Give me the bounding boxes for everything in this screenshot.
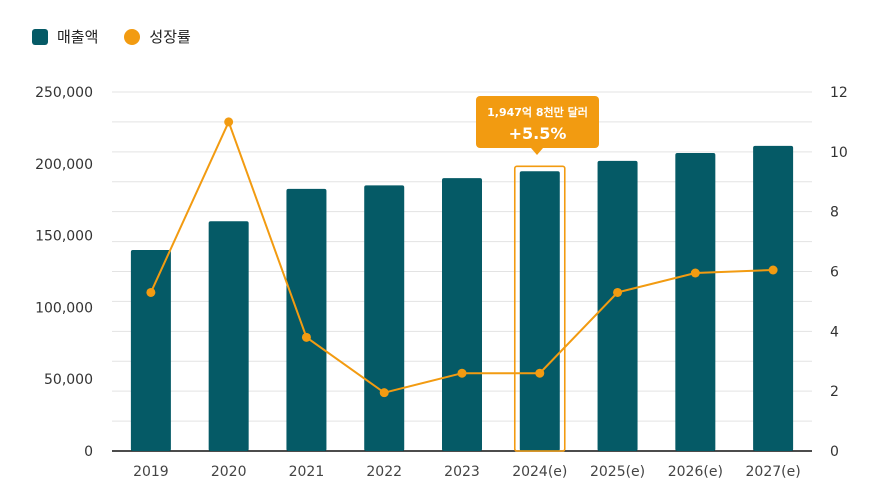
x-tick-label: 2025(e) [590,464,645,480]
x-tick-label: 2020 [211,464,247,480]
x-tick-label: 2022 [366,464,402,480]
tooltip-arrow [531,148,543,155]
bar [364,185,405,451]
legend-label-revenue: 매출액 [57,28,99,46]
bar [286,188,327,451]
chart-legend: 매출액 성장률 [32,26,217,47]
legend-label-growth: 성장률 [149,28,191,46]
y-axis-right: 0 2 4 6 8 10 12 [830,85,848,460]
y-axis-left: 0 50,000 100,000 150,000 200,000 250,000 [35,85,93,460]
growth-point [690,268,700,278]
y-right-tick-label: 12 [830,85,848,101]
growth-point [535,368,545,378]
growth-point [224,117,234,127]
highlight-box [513,165,566,452]
bar [675,153,716,451]
highlight-rect [513,165,566,452]
bar [597,160,638,452]
x-tick-label: 2023 [444,464,480,480]
y-right-tick-label: 0 [830,444,839,460]
y-right-tick-label: 4 [830,324,839,340]
growth-point [768,265,778,275]
bar [519,171,560,452]
legend-item-growth[interactable]: 성장률 [124,26,191,47]
y-right-tick-label: 8 [830,205,839,221]
value-tooltip: 1,947억 8천만 달러 +5.5% [476,96,599,148]
y-left-tick-label: 150,000 [35,229,93,245]
growth-point [301,332,311,342]
bar [130,249,171,451]
growth-swatch [124,28,141,45]
bar [442,178,482,451]
growth-point [457,368,467,378]
revenue-swatch [32,28,48,45]
growth-point [379,388,389,398]
x-tick-label: 2027(e) [746,464,801,480]
bar [208,221,249,451]
y-left-tick-label: 100,000 [35,300,93,316]
y-left-tick-label: 0 [84,444,93,460]
x-axis-labels: 2019 2020 2021 2022 2023 2024(e) 2025(e) 2026(e… [133,464,801,480]
x-tick-label: 2024(e) [512,464,567,480]
bar [753,145,794,451]
tooltip-growth-text: +5.5% [508,124,567,143]
y-left-tick-label: 200,000 [35,157,93,173]
y-right-tick-label: 6 [830,265,839,281]
y-left-tick-label: 50,000 [44,372,93,388]
y-right-tick-label: 10 [830,145,848,161]
x-tick-label: 2026(e) [668,464,723,480]
tooltip-revenue-text: 1,947억 8천만 달러 [487,106,588,119]
legend-item-revenue[interactable]: 매출액 [32,26,98,47]
y-left-tick-label: 250,000 [35,85,93,101]
bar-series [130,145,794,452]
growth-point [613,287,623,297]
x-tick-label: 2021 [289,464,325,480]
growth-point [146,287,156,297]
growth-line-series [146,117,778,398]
y-right-tick-label: 2 [830,384,839,400]
x-tick-label: 2019 [133,464,169,480]
